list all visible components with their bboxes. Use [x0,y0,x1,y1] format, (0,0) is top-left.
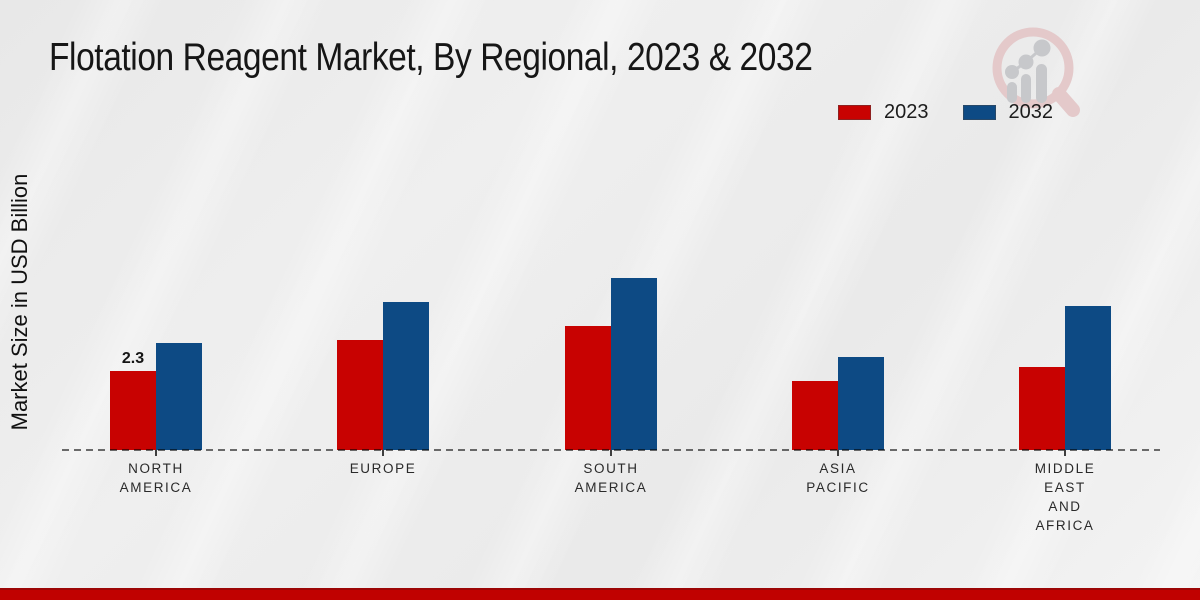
bar-2032-north-america [156,343,202,450]
bar-2023-asia-pacific [792,381,838,450]
y-axis-label: Market Size in USD Billion [7,173,32,431]
bar-2032-middle-east-and-africa [1065,305,1111,450]
legend-label-2023: 2023 [884,101,929,123]
footer-accent-stripe [0,588,1200,600]
legend-label-2032: 2032 [1008,101,1054,123]
bar-2023-middle-east-and-africa [1019,367,1065,450]
legend: 2023 2032 [838,101,1053,124]
legend-item-2032: 2032 [962,101,1054,124]
bar-2023-north-america [110,370,156,450]
x-axis-tick [610,450,612,456]
chart-title: Flotation Reagent Market, By Regional, 2… [49,36,813,79]
legend-swatch-2023 [838,105,871,120]
x-axis-tick [382,450,384,456]
bar-2032-south-america [611,278,657,450]
category-label-south-america: SOUTH AMERICA [574,461,648,495]
bar-2023-europe [337,339,383,450]
category-label-asia-pacific: ASIA PACIFIC [806,461,870,495]
category-label-middle-east-and-africa: MIDDLE EAST AND AFRICA [1034,461,1096,533]
legend-item-2023: 2023 [838,101,929,124]
x-axis-tick [837,450,839,456]
category-label-north-america: NORTH AMERICA [119,461,193,495]
x-axis-tick [155,450,157,456]
bar-2032-europe [383,302,429,450]
magnifier-growth-chart-icon [992,27,1080,117]
bar-2032-asia-pacific [838,357,884,450]
category-label-europe: EUROPE [349,461,417,476]
x-axis-tick [1064,450,1066,456]
legend-swatch-2032 [962,105,996,120]
data-label-2023: 2.3 [121,349,145,367]
bar-2023-south-america [565,326,611,450]
